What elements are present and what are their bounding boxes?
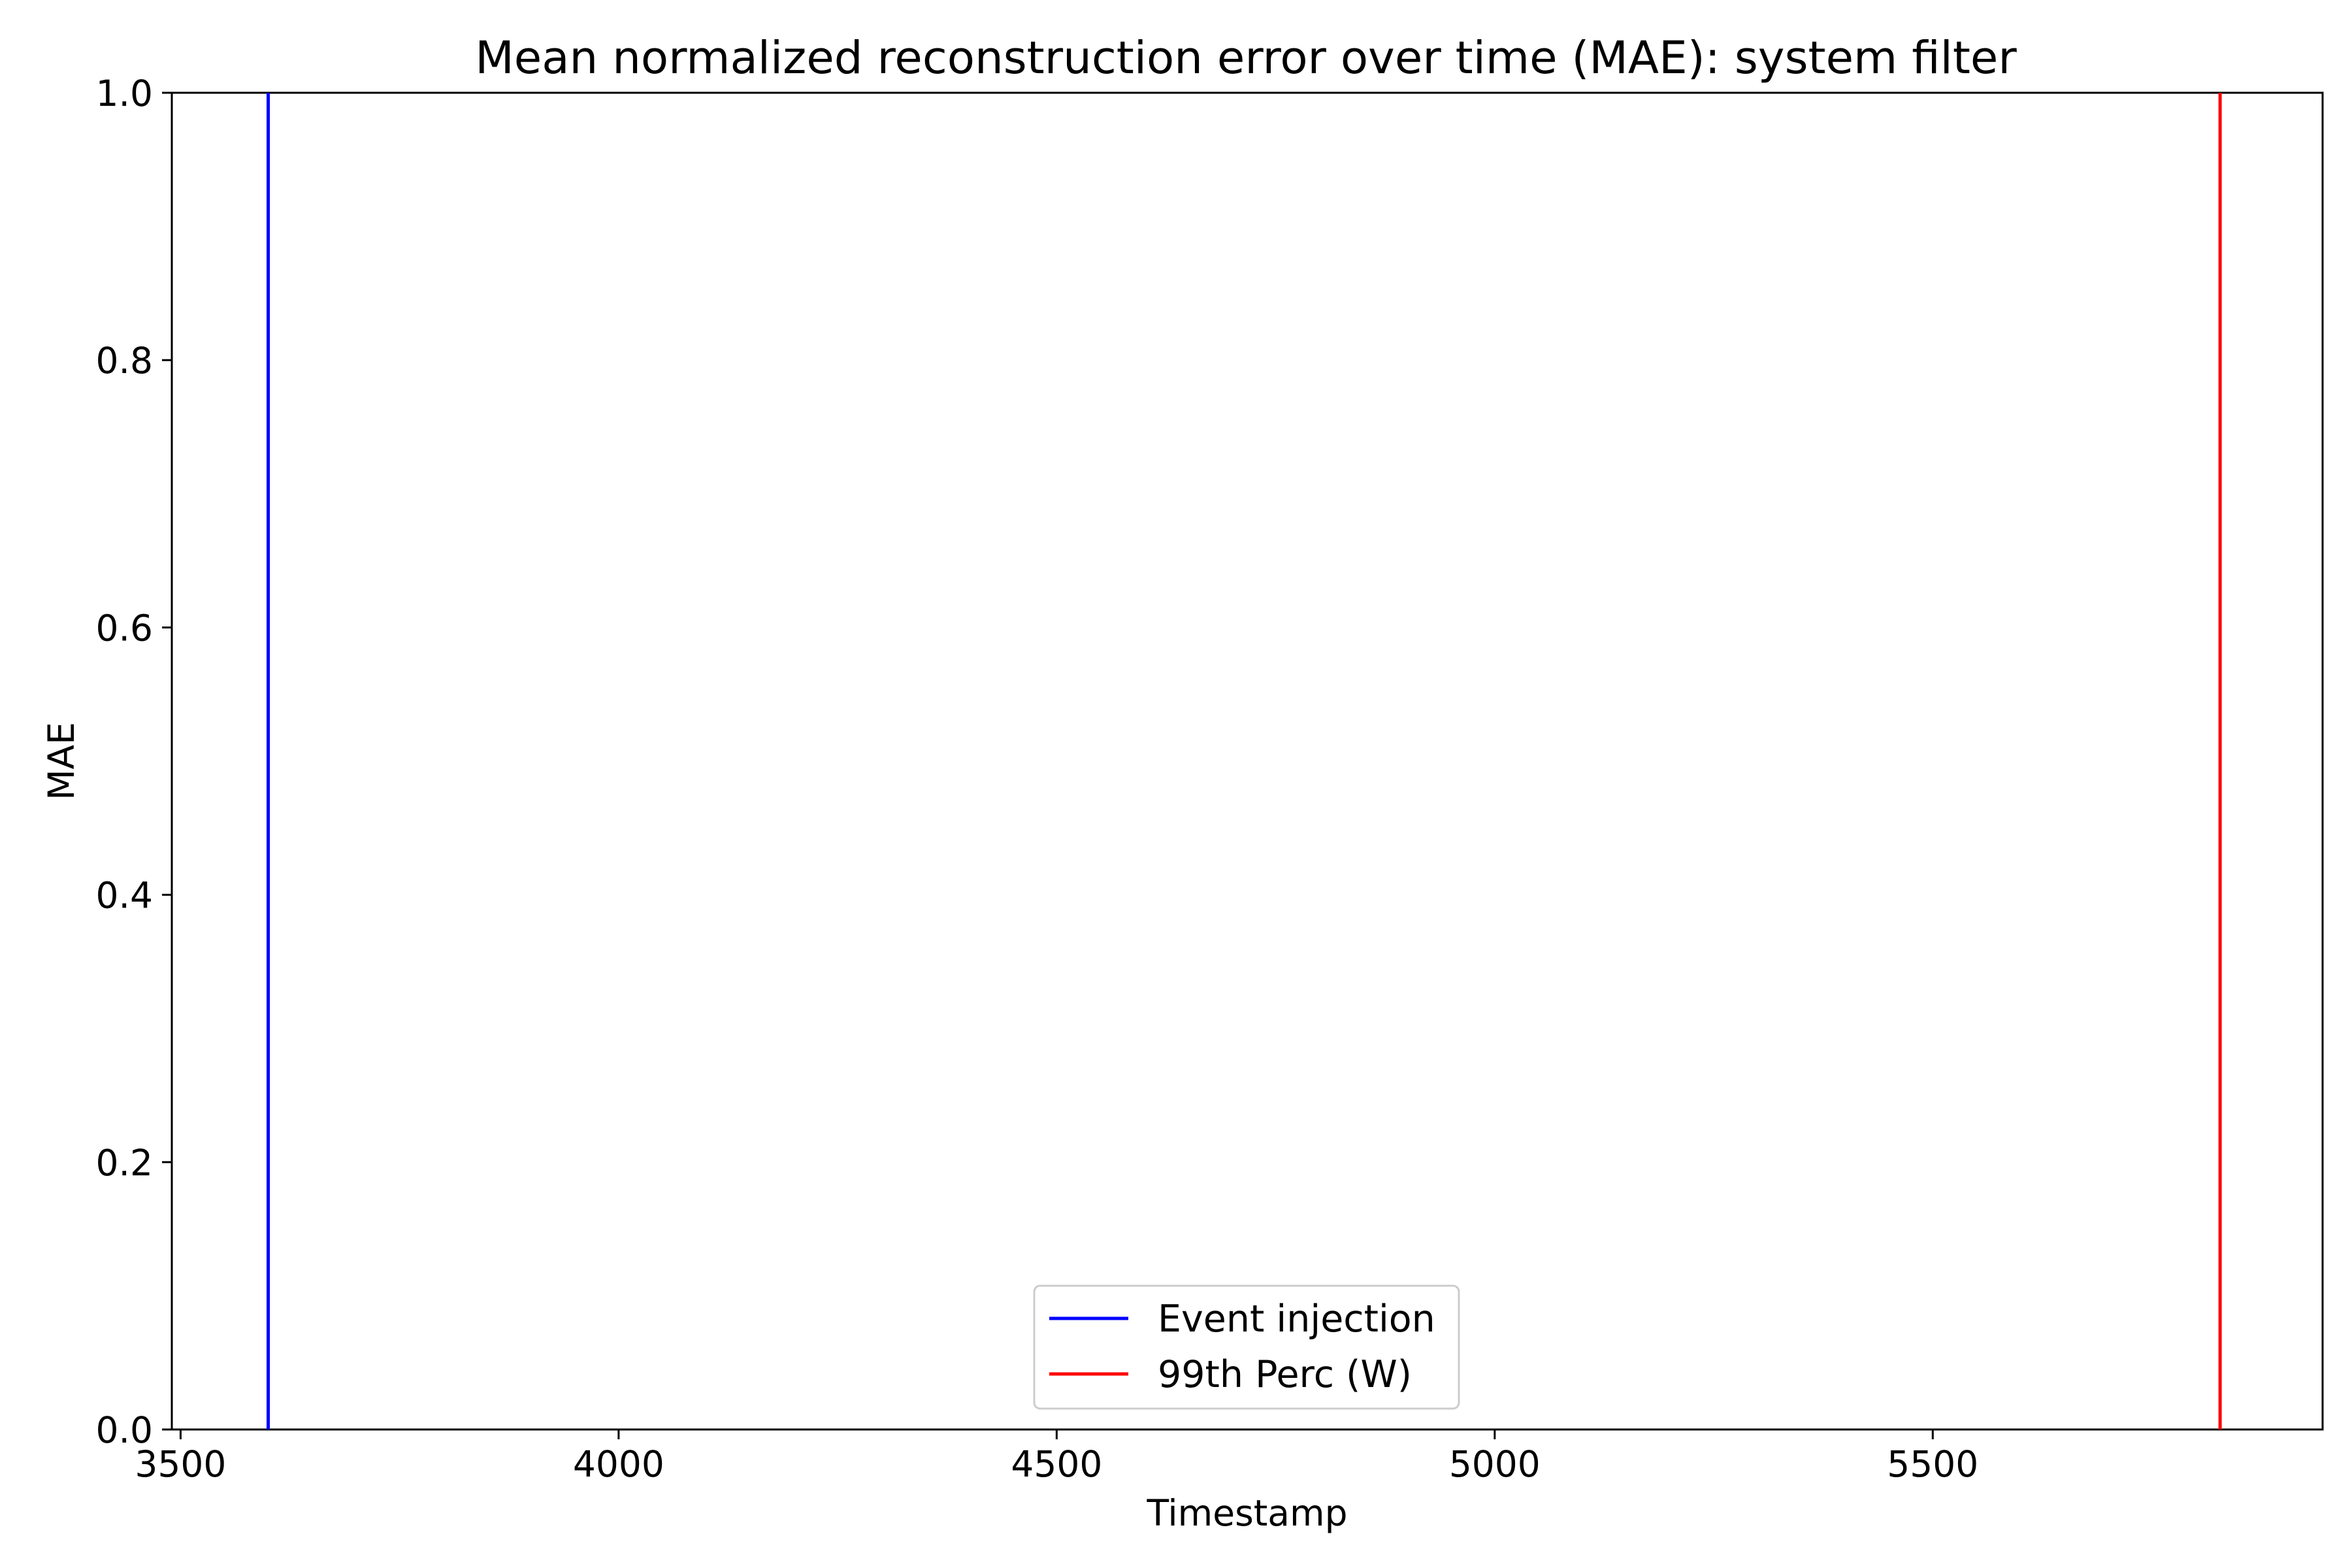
x-axis-label: Timestamp — [1146, 1492, 1347, 1534]
x-tick-label-3: 5000 — [1449, 1443, 1541, 1485]
chart-title: Mean normalized reconstruction error ove… — [475, 32, 2017, 84]
y-tick-label-5: 1.0 — [96, 73, 153, 114]
legend: Event injection 99th Perc (W) — [1033, 1284, 1460, 1410]
y-axis-label: MAE — [41, 722, 82, 800]
legend-entries: Event injection 99th Perc (W) — [1049, 1298, 1435, 1396]
legend-label-0: Event injection — [1158, 1298, 1435, 1341]
plot-frame — [171, 91, 2324, 1431]
x-tick-label-4: 5500 — [1887, 1443, 1978, 1485]
y-tick-label-4: 0.8 — [96, 340, 153, 382]
series-layer — [267, 93, 2222, 1429]
x-tick-label-2: 4500 — [1011, 1443, 1102, 1485]
y-tick-label-0: 0.0 — [96, 1409, 153, 1451]
x-axis-ticks: 3500 4000 4500 5000 5500 — [135, 1429, 1978, 1485]
y-tick-label-1: 0.2 — [96, 1142, 153, 1184]
y-tick-label-2: 0.4 — [96, 875, 153, 917]
x-tick-label-1: 4000 — [573, 1443, 664, 1485]
y-tick-label-3: 0.6 — [96, 607, 153, 649]
legend-label-1: 99th Perc (W) — [1158, 1353, 1412, 1396]
y-axis-ticks: 0.0 0.2 0.4 0.6 0.8 1.0 — [96, 73, 172, 1451]
x-tick-label-0: 3500 — [135, 1443, 226, 1485]
legend-box — [1033, 1284, 1460, 1410]
plot-area — [171, 91, 2324, 1431]
